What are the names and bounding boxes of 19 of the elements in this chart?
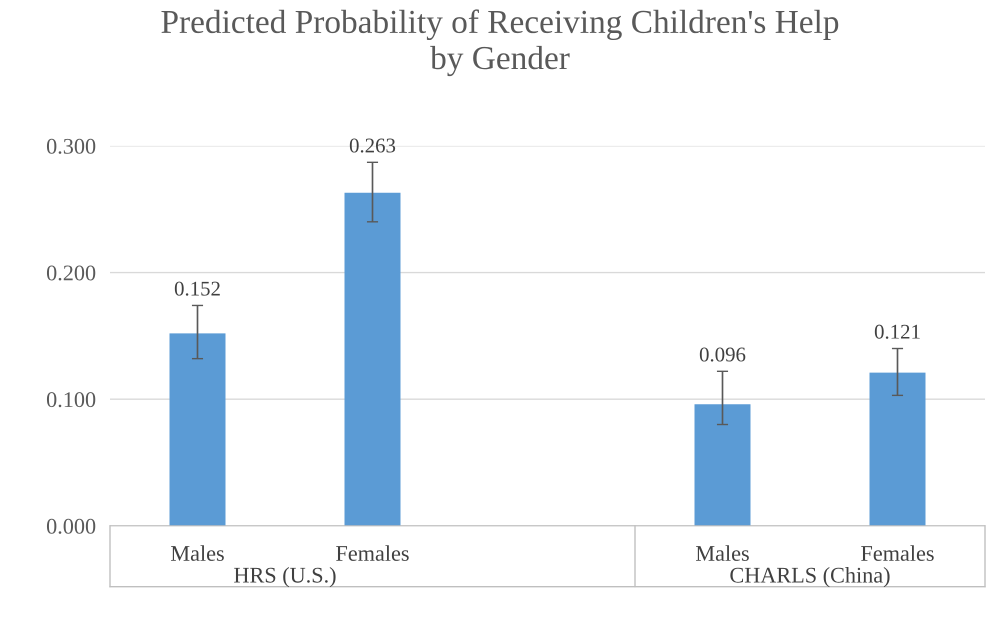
y-tick-label: 0.300 <box>46 138 96 154</box>
bar <box>344 192 400 526</box>
chart-title: Predicted Probability of Receiving Children's Help by Gender <box>161 9 838 76</box>
data-label: 0.152 <box>174 282 220 296</box>
x-tick-label: Males <box>170 545 224 561</box>
bar <box>694 404 750 526</box>
bar <box>170 333 226 526</box>
data-label: 0.121 <box>874 324 920 339</box>
x-tick-label: Females <box>861 545 934 561</box>
text: HRS (U.S.) <box>234 567 336 588</box>
y-tick-label: 0.000 <box>46 518 96 534</box>
x-tick-label: Males <box>696 545 749 561</box>
x-tick-label: Females <box>336 545 409 561</box>
data-label: 0.263 <box>350 138 396 153</box>
data-label: 0.096 <box>700 347 746 362</box>
y-tick-label: 0.100 <box>46 392 96 408</box>
bar <box>870 372 926 526</box>
text: CHARLS (China) <box>730 567 890 588</box>
y-tick-label: 0.200 <box>46 265 96 281</box>
